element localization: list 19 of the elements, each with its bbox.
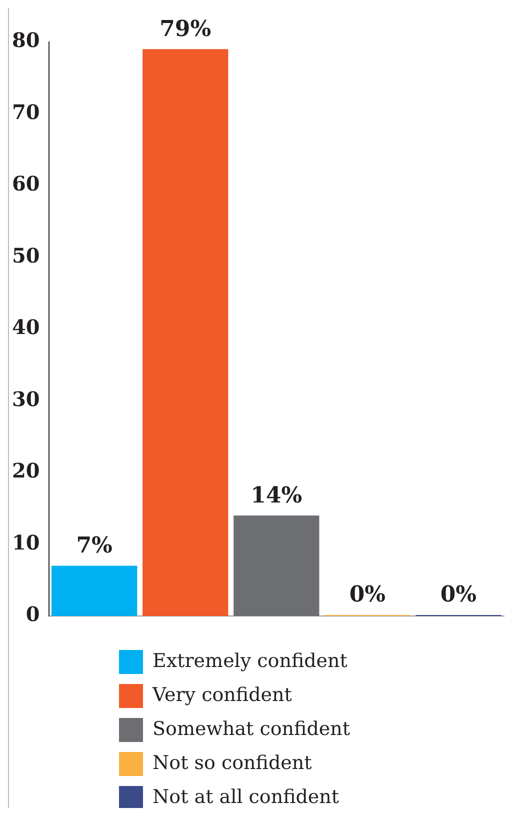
legend-label: Extremely confident	[152, 650, 348, 672]
y-tick-label: 20	[12, 458, 40, 483]
data-label: 0%	[440, 582, 477, 608]
y-tick-label: 40	[12, 315, 40, 340]
data-label: 14%	[250, 482, 302, 508]
legend-label: Not at all confident	[152, 786, 340, 808]
legend-label: Somewhat confident	[152, 718, 350, 740]
data-label: 7%	[76, 532, 113, 558]
data-label: 0%	[349, 582, 386, 608]
y-tick-label: 80	[12, 28, 40, 52]
y-tick-label: 60	[12, 172, 40, 196]
y-tick-label: 10	[12, 530, 40, 554]
y-tick-label: 0	[26, 602, 40, 626]
legend-label: Not so confident	[152, 752, 312, 774]
y-tick-label: 30	[12, 386, 40, 411]
data-label: 79%	[160, 16, 212, 42]
legend-label: Very confident	[152, 684, 292, 706]
y-tick-label: 50	[12, 243, 40, 268]
y-tick-label: 70	[12, 100, 40, 124]
